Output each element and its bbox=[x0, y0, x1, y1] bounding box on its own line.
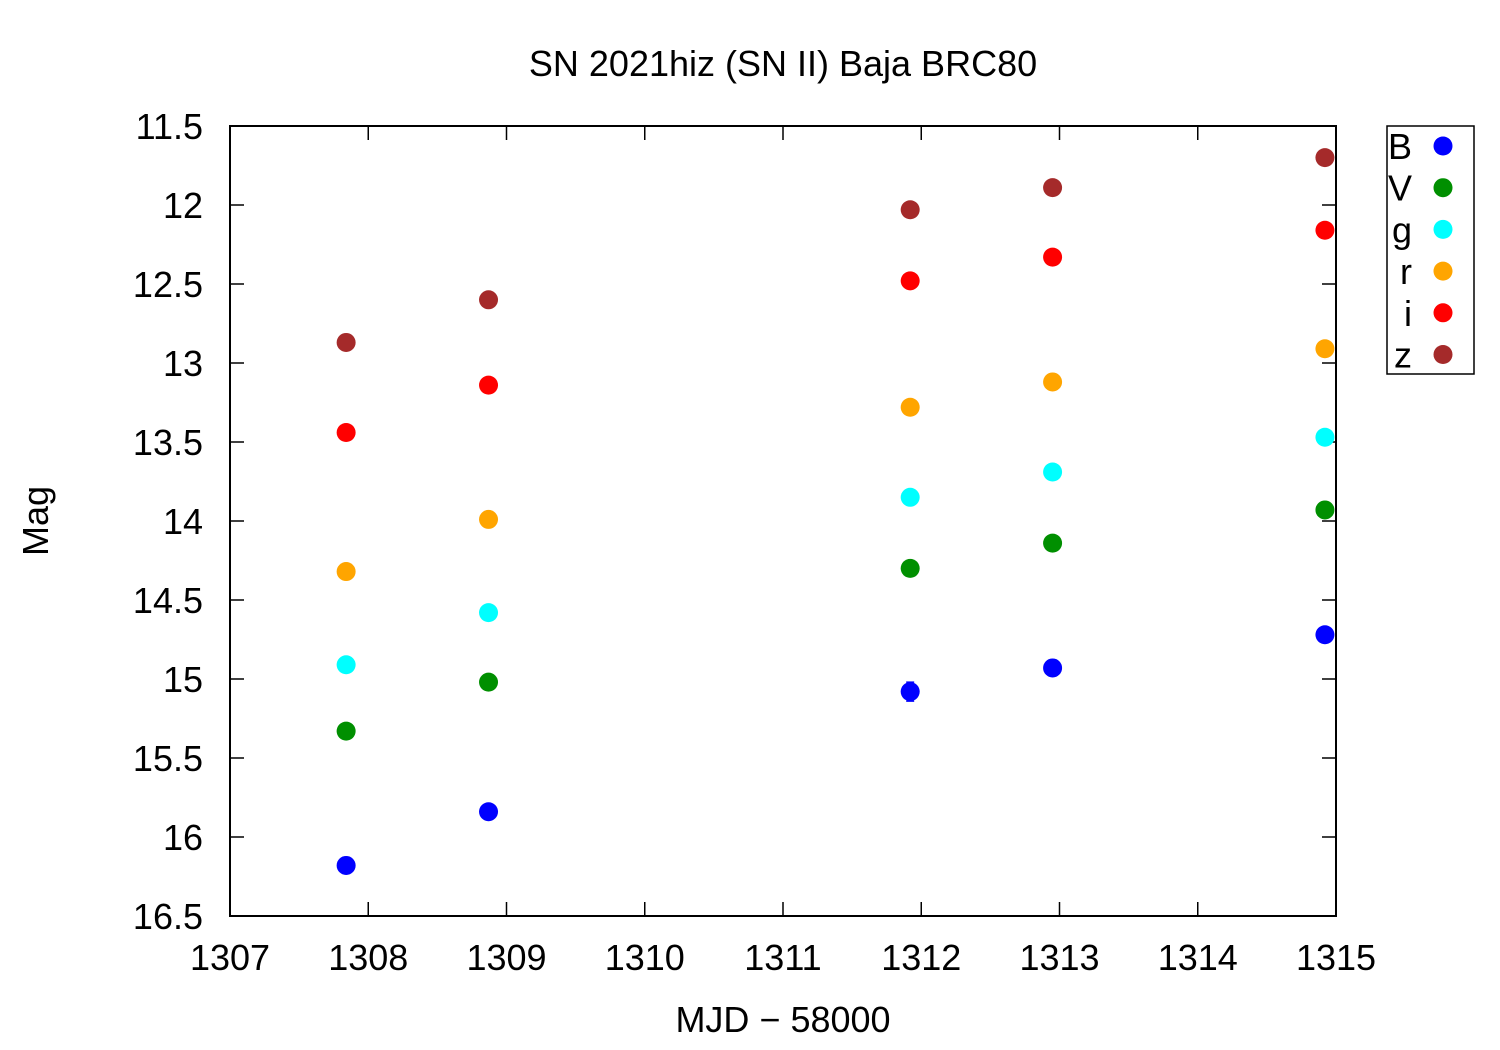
x-tick-label: 1309 bbox=[466, 937, 546, 978]
legend-marker bbox=[1433, 219, 1453, 239]
y-tick-label: 13.5 bbox=[133, 422, 203, 463]
legend-label: B bbox=[1388, 126, 1412, 167]
y-tick-label: 16 bbox=[163, 817, 203, 858]
data-point-V bbox=[1043, 533, 1063, 553]
x-tick-label: 1314 bbox=[1158, 937, 1238, 978]
x-axis-label: MJD − 58000 bbox=[675, 999, 890, 1040]
x-tick-label: 1315 bbox=[1296, 937, 1376, 978]
plot-area bbox=[229, 125, 1337, 917]
legend-label: g bbox=[1392, 209, 1412, 250]
y-axis-label: Mag bbox=[15, 486, 56, 556]
data-point-g bbox=[336, 655, 356, 675]
legend-marker bbox=[1433, 303, 1453, 323]
series-z bbox=[336, 148, 1335, 352]
legend-marker bbox=[1433, 136, 1453, 156]
data-point-r bbox=[1315, 339, 1335, 359]
legend-marker bbox=[1433, 261, 1453, 281]
data-point-r bbox=[900, 397, 920, 417]
data-point-B bbox=[479, 802, 499, 822]
x-tick-label: 1311 bbox=[744, 937, 821, 978]
data-point-z bbox=[336, 332, 356, 352]
data-point-V bbox=[900, 558, 920, 578]
legend-marker bbox=[1433, 178, 1453, 198]
data-point-z bbox=[900, 200, 920, 220]
data-point-B bbox=[900, 682, 920, 702]
y-tick-label: 14.5 bbox=[133, 580, 203, 621]
legend-marker bbox=[1433, 345, 1453, 364]
legend-box bbox=[1386, 125, 1475, 375]
data-point-z bbox=[1315, 148, 1335, 168]
x-tick-label: 1312 bbox=[881, 937, 961, 978]
y-tick-label: 14 bbox=[163, 501, 203, 542]
series-r bbox=[336, 339, 1335, 582]
x-tick-label: 1307 bbox=[190, 937, 270, 978]
data-point-i bbox=[1043, 247, 1063, 267]
chart-title: SN 2021hiz (SN II) Baja BRC80 bbox=[529, 43, 1037, 84]
series-i bbox=[336, 220, 1335, 443]
series-V bbox=[336, 500, 1335, 741]
data-points bbox=[336, 148, 1335, 875]
data-point-z bbox=[479, 290, 499, 310]
data-point-i bbox=[900, 271, 920, 291]
data-point-g bbox=[1315, 427, 1335, 447]
legend-label: r bbox=[1400, 251, 1412, 292]
data-point-V bbox=[336, 721, 356, 741]
data-point-i bbox=[479, 375, 499, 395]
legend-label: V bbox=[1388, 168, 1412, 209]
data-point-z bbox=[1043, 178, 1063, 198]
data-point-B bbox=[1043, 658, 1063, 678]
x-tick-label: 1308 bbox=[328, 937, 408, 978]
data-point-r bbox=[336, 562, 356, 582]
y-tick-label: 15.5 bbox=[133, 738, 203, 779]
x-axis: 1307 1308 1309 1310 1311 1312 1313 1314 1315 bbox=[190, 126, 1376, 978]
data-point-B bbox=[336, 855, 356, 875]
y-tick-label: 16.5 bbox=[133, 896, 203, 937]
y-tick-label: 12 bbox=[163, 185, 203, 226]
data-point-r bbox=[479, 509, 499, 529]
data-point-r bbox=[1043, 372, 1063, 392]
x-tick-label: 1313 bbox=[1019, 937, 1099, 978]
y-tick-label: 15 bbox=[163, 659, 203, 700]
data-point-g bbox=[1043, 462, 1063, 482]
y-tick-label: 12.5 bbox=[133, 264, 203, 305]
data-point-i bbox=[1315, 220, 1335, 240]
series-B bbox=[336, 625, 1335, 875]
y-tick-label: 13 bbox=[163, 343, 203, 384]
data-point-g bbox=[900, 487, 920, 507]
legend-label: z bbox=[1394, 335, 1412, 376]
x-tick-label: 1310 bbox=[605, 937, 685, 978]
data-point-i bbox=[336, 423, 356, 443]
legend-label: i bbox=[1404, 293, 1412, 334]
y-axis: 11.5 12 12.5 13 13.5 14 14.5 15 15.5 16 16.5 bbox=[133, 106, 1336, 937]
data-point-V bbox=[1315, 500, 1335, 520]
series-g bbox=[336, 427, 1335, 675]
data-point-g bbox=[479, 603, 499, 623]
y-tick-label: 11.5 bbox=[136, 106, 203, 147]
data-point-V bbox=[479, 672, 499, 692]
data-point-B bbox=[1315, 625, 1335, 645]
